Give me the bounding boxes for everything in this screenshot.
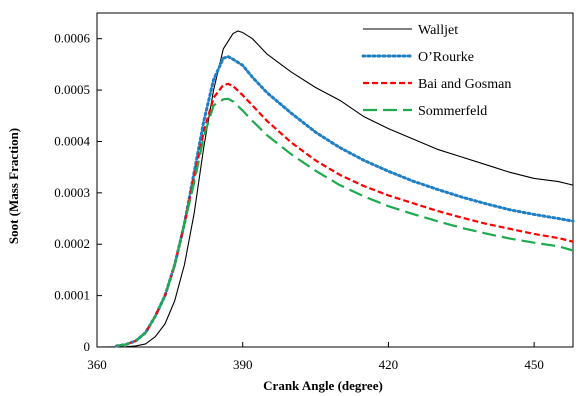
y-tick-label: 0.0001 [54,288,90,303]
series-line-1 [96,30,574,348]
y-tick-label: 0 [84,339,91,354]
x-tick-label: 360 [87,357,107,372]
y-axis-title: Soot (Mass Fraction) [6,128,21,244]
series-line-3 [116,82,574,348]
plot-frame [96,12,574,348]
legend: Walljet O’Rourke Bai and Gosman Sommerfeld [361,23,511,119]
plot-area [96,12,574,348]
axes: 0 0.0001 0.0002 0.0003 0.0004 0.0005 0.0006 360… [54,31,544,372]
x-tick-label: 390 [233,357,253,372]
x-tick-label: 450 [524,357,544,372]
y-tick-label: 0.0006 [54,31,90,46]
x-tick-label: 420 [379,357,399,372]
y-tick-label: 0.0005 [54,82,90,97]
legend-label-3: Bai and Gosman [418,77,511,92]
legend-label-2: O’Rourke [418,50,474,65]
series-layer [96,30,575,348]
y-tick-label: 0.0004 [54,133,90,148]
y-tick-label: 0.0002 [54,236,90,251]
series-line-4 [116,97,574,348]
legend-label-4: Sommerfeld [418,104,487,119]
y-tick-label: 0.0003 [54,185,90,200]
legend-label-1: Walljet [418,23,458,38]
x-axis-title: Crank Angle (degree) [263,378,383,393]
